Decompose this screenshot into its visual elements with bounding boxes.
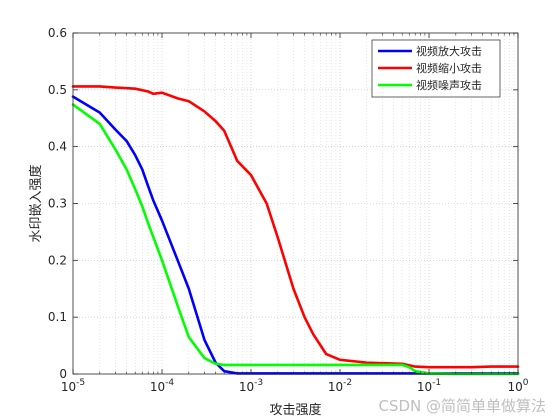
y-tick-labels: 0 0.1 0.2 0.3 0.4 0.5 0.6 [48, 26, 67, 381]
y-tick-label: 0.2 [48, 253, 67, 267]
x-tick-label-exponent: -4 [165, 378, 174, 388]
x-tick-label-base: 10 [507, 380, 522, 394]
legend-entry-1: 视频放大攻击 [416, 44, 482, 58]
x-tick-label-exponent: -1 [432, 378, 441, 388]
legend-entry-3: 视频噪声攻击 [416, 78, 482, 92]
y-tick-label: 0.4 [48, 140, 67, 154]
y-tick-label: 0 [59, 367, 67, 381]
x-tick-label: 10-2 [328, 378, 352, 394]
watermark: CSDN @简简单单做算法 [378, 397, 546, 415]
x-tick-label: 10-1 [417, 378, 441, 394]
y-tick-label: 0.6 [48, 26, 67, 40]
series-line-2 [71, 85, 520, 369]
x-tick-label-exponent: -5 [76, 378, 85, 388]
ticks [72, 32, 519, 375]
y-tick-label: 0.3 [48, 197, 67, 211]
x-tick-label: 100 [507, 378, 528, 394]
x-tick-label-exponent: -2 [343, 378, 352, 388]
x-tick-label-exponent: -3 [254, 378, 263, 388]
grid [73, 33, 518, 374]
y-tick-label: 0.1 [48, 310, 67, 324]
x-tick-label-base: 10 [417, 380, 432, 394]
x-tick-label-base: 10 [328, 380, 343, 394]
x-axis-label: 攻击强度 [269, 402, 321, 418]
x-tick-label: 10-3 [239, 378, 263, 394]
x-tick-labels: 10-5 10-4 10-3 10-2 10-1 100 [61, 378, 529, 394]
x-tick-label-exponent: 0 [523, 378, 529, 388]
y-tick-label: 0.5 [48, 83, 67, 97]
x-tick-label-base: 10 [150, 380, 165, 394]
series-line-3 [71, 103, 520, 376]
x-tick-label: 10-4 [150, 378, 175, 394]
legend-entry-2: 视频缩小攻击 [416, 61, 482, 75]
x-tick-label-base: 10 [239, 380, 254, 394]
x-tick-label-base: 10 [61, 380, 76, 394]
x-tick-label: 10-5 [61, 378, 85, 394]
y-axis-label: 水印嵌入强度 [28, 164, 44, 242]
